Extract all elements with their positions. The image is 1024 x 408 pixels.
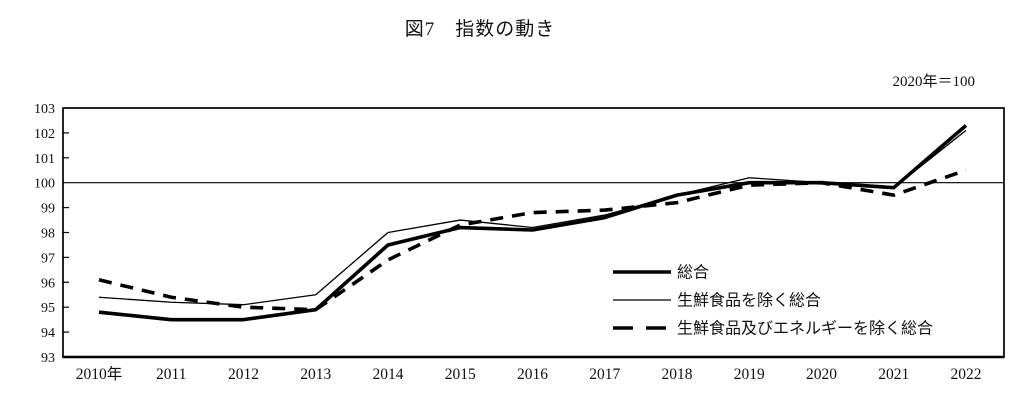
legend-label-1: 生鮮食品を除く総合 (677, 292, 821, 310)
y-tick-label: 102 (34, 127, 55, 142)
legend-label-0: 総合 (677, 264, 709, 282)
x-tick-label: 2016 (517, 366, 548, 383)
x-tick-label: 2013 (300, 366, 331, 383)
chart-title: 図7 指数の動き (404, 19, 556, 40)
base-year-note: 2020年＝100 (892, 74, 975, 90)
y-tick-label: 95 (41, 301, 55, 316)
legend-label-2: 生鮮食品及びエネルギーを除く総合 (677, 320, 933, 338)
x-tick-label: 2011 (156, 366, 186, 383)
y-tick-label: 103 (34, 102, 55, 117)
x-tick-label: 2017 (589, 366, 620, 383)
x-tick-label: 2019 (734, 366, 765, 383)
x-tick-label: 2012 (228, 366, 259, 383)
x-tick-label: 2015 (445, 366, 476, 383)
y-tick-label: 101 (34, 152, 55, 167)
series-line-2 (98, 168, 967, 312)
series-line-1 (98, 129, 967, 306)
x-tick-label: 2021 (878, 366, 909, 383)
x-tick-label: 2014 (373, 366, 404, 383)
series-line-0 (98, 124, 968, 322)
y-tick-label: 93 (41, 351, 55, 366)
y-tick-label: 98 (41, 227, 55, 242)
x-tick-label: 2020 (806, 366, 837, 383)
y-tick-label: 96 (41, 276, 55, 291)
x-tick-label: 2010年 (76, 365, 123, 383)
x-tick-label: 2022 (951, 366, 982, 383)
y-tick-label: 100 (34, 177, 55, 192)
x-tick-label: 2018 (662, 366, 693, 383)
y-tick-label: 94 (41, 326, 55, 341)
y-tick-label: 97 (41, 251, 55, 266)
y-tick-label: 99 (41, 202, 55, 217)
